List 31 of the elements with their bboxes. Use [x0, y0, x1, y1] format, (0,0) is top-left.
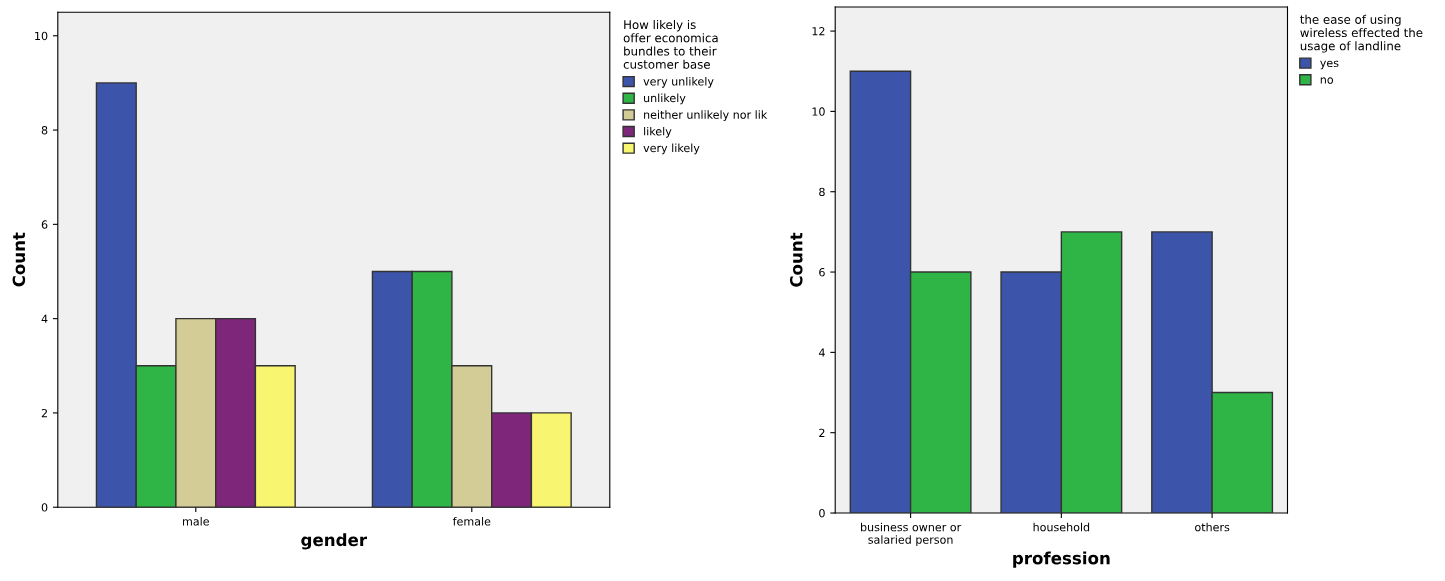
- legend-label: very likely: [643, 143, 700, 155]
- y-tick-label: 2: [819, 428, 825, 437]
- legend-label: unlikely: [644, 93, 686, 105]
- y-tick-label: 2: [41, 408, 47, 418]
- y-axis-title: Count: [12, 232, 26, 287]
- x-tick-label: household: [1033, 522, 1090, 532]
- legend-label: no: [1320, 77, 1334, 84]
- x-axis-title: gender: [301, 533, 368, 550]
- x-tick-label: male: [183, 516, 209, 526]
- y-tick-label: 10: [35, 31, 48, 41]
- legend-title: How likely is offer economica bundles to their customer base: [623, 19, 718, 69]
- y-tick-label: 6: [819, 268, 825, 277]
- y-tick-label: 4: [818, 348, 825, 357]
- y-tick-label: 10: [812, 107, 825, 116]
- y-axis-title: Count: [789, 232, 803, 287]
- y-tick-label: 0: [819, 509, 825, 518]
- x-tick-label: business owner or salaried person: [861, 522, 962, 546]
- y-tick-label: 12: [812, 27, 825, 36]
- legend-label: neither unlikely nor lik: [644, 110, 768, 121]
- legend-label: likely: [644, 126, 672, 138]
- y-tick-label: 4: [41, 314, 48, 323]
- y-tick-label: 8: [819, 187, 825, 197]
- y-tick-label: 8: [41, 126, 48, 135]
- y-tick-label: 0: [41, 503, 48, 512]
- legend-label: yes: [1320, 60, 1339, 70]
- x-tick-label: others: [1195, 522, 1230, 532]
- y-tick-label: 6: [41, 220, 48, 229]
- legend-label: very unlikely: [643, 76, 714, 88]
- x-tick-label: female: [452, 516, 491, 526]
- x-axis-title: profession: [1013, 551, 1110, 568]
- legend-title: the ease of using wireless effected the usage of landline: [1300, 14, 1423, 53]
